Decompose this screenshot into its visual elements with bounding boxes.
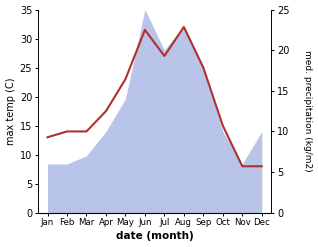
Y-axis label: med. precipitation (kg/m2): med. precipitation (kg/m2) [303,50,313,172]
X-axis label: date (month): date (month) [116,231,194,242]
Y-axis label: max temp (C): max temp (C) [5,77,16,145]
